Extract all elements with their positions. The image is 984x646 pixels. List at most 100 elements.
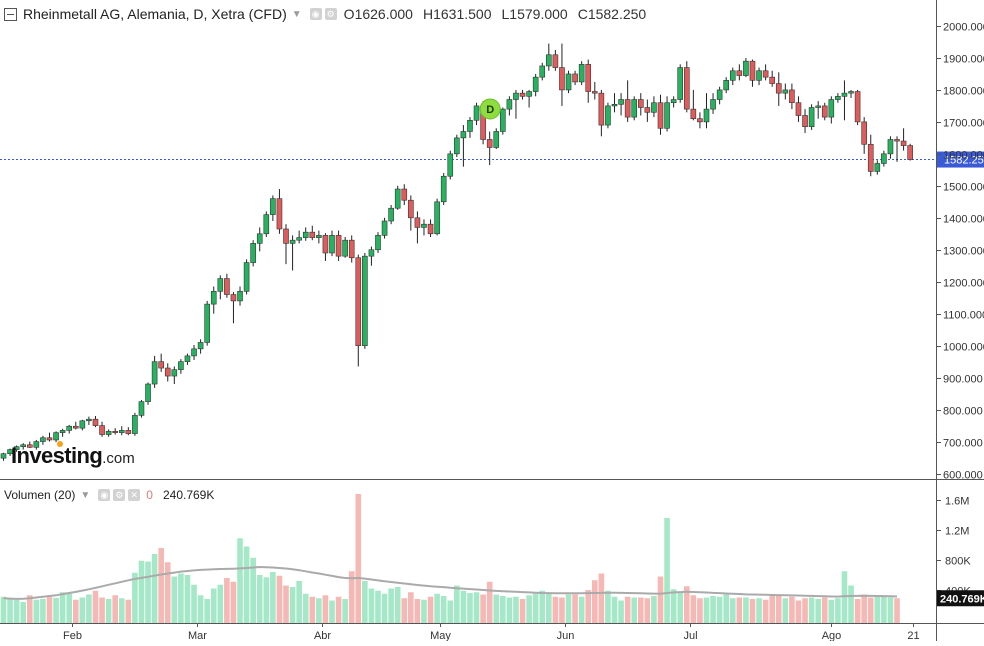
candle[interactable] [0,452,7,461]
candle[interactable] [191,345,197,361]
candle[interactable] [637,93,644,116]
candle[interactable] [782,83,789,100]
candle[interactable] [585,59,592,103]
candle[interactable] [736,64,743,81]
candle[interactable] [677,64,684,103]
volume-bar[interactable] [493,594,500,624]
volume-bar[interactable] [815,599,821,623]
volume-bar[interactable] [894,598,900,623]
candle[interactable] [697,112,703,129]
volume-bar[interactable] [598,573,605,624]
candle[interactable] [164,363,171,382]
volume-bar[interactable] [519,599,526,623]
candle[interactable] [815,101,821,119]
volume-bar[interactable] [736,597,743,624]
volume-bar[interactable] [546,593,552,623]
volume-bar[interactable] [40,599,46,623]
candle[interactable] [565,70,572,94]
volume-label[interactable]: Volumen (20) [4,488,76,502]
candle[interactable] [276,189,283,234]
volume-bar[interactable] [460,590,467,623]
volume-bar[interactable] [243,546,250,624]
volume-bar[interactable] [651,596,657,623]
candle[interactable] [118,426,125,436]
eye-icon[interactable]: ◉ [98,489,111,501]
volume-bar[interactable] [256,575,263,623]
volume-bar[interactable] [421,599,427,623]
candle[interactable] [362,252,368,349]
candle[interactable] [243,259,250,295]
volume-bar[interactable] [565,594,572,624]
volume-bar[interactable] [362,581,368,623]
volume-bar[interactable] [302,593,309,623]
volume-bar[interactable] [637,597,644,624]
candle[interactable] [66,424,72,434]
candle[interactable] [72,421,79,430]
volume-bar[interactable] [164,562,171,623]
volume-bar[interactable] [683,586,690,623]
candle[interactable] [99,421,105,437]
volume-bar[interactable] [125,599,132,623]
volume-bar[interactable] [526,595,532,623]
volume-bar[interactable] [381,593,388,623]
volume-bar[interactable] [316,598,322,623]
volume-bar[interactable] [473,592,480,623]
volume-bar[interactable] [92,590,99,623]
candle[interactable] [861,117,867,154]
collapse-icon[interactable] [4,7,17,21]
volume-bar[interactable] [20,602,27,623]
candle[interactable] [348,235,355,263]
candle[interactable] [854,89,861,126]
candle[interactable] [473,102,480,126]
candle[interactable] [289,235,296,271]
candle[interactable] [125,427,132,436]
candle[interactable] [775,72,782,106]
candle[interactable] [611,93,618,113]
volume-bar[interactable] [289,587,296,623]
volume-bar[interactable] [348,571,355,623]
candle[interactable] [500,107,506,135]
volume-bar[interactable] [710,596,716,623]
volume-bar[interactable] [644,598,651,623]
candle[interactable] [355,254,362,367]
candle[interactable] [506,96,513,116]
candle[interactable] [887,136,894,159]
volume-bar[interactable] [808,597,815,624]
dividend-marker-circle[interactable] [479,98,501,120]
volume-bar[interactable] [611,596,618,623]
volume-bar[interactable] [151,554,158,623]
candle[interactable] [821,102,828,121]
candle[interactable] [572,70,578,86]
volume-bar[interactable] [802,598,808,623]
volume-bar[interactable] [66,593,72,623]
volume-bar[interactable] [480,594,486,624]
candle[interactable] [20,443,27,450]
volume-bar[interactable] [572,594,578,624]
volume-bar[interactable] [184,575,191,623]
candle[interactable] [7,448,13,456]
volume-bar[interactable] [585,590,592,623]
volume-bar[interactable] [33,599,40,623]
candle[interactable] [749,59,756,87]
volume-bar[interactable] [690,595,697,623]
volume-bar[interactable] [112,595,118,623]
candle[interactable] [368,246,375,266]
candle[interactable] [296,230,302,244]
candle[interactable] [394,185,401,210]
volume-bar[interactable] [762,599,769,623]
candle[interactable] [197,339,204,354]
candle[interactable] [322,233,329,261]
volume-bar[interactable] [375,590,381,623]
close-icon[interactable]: ✕ [128,489,141,501]
candle[interactable] [631,96,638,121]
candle[interactable] [184,353,191,365]
volume-bar[interactable] [86,594,92,624]
candle[interactable] [559,43,565,106]
candle-series[interactable] [0,43,913,461]
candle[interactable] [546,43,552,71]
volume-bar[interactable] [414,599,421,623]
candle[interactable] [59,428,66,437]
candle[interactable] [762,64,769,81]
volume-bar[interactable] [322,595,329,623]
candle[interactable] [756,67,762,86]
